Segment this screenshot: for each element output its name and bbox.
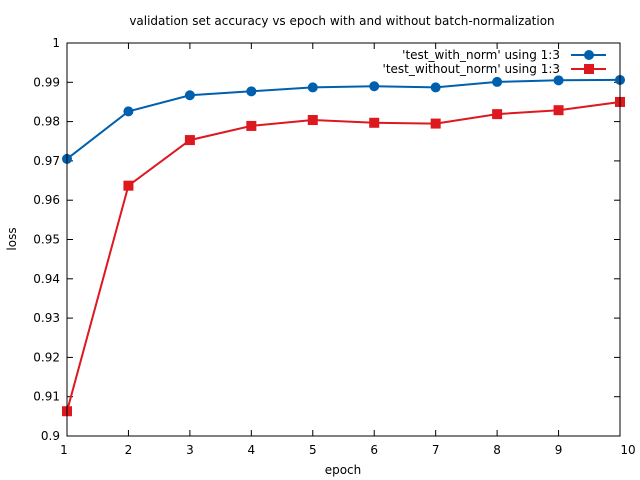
data-point xyxy=(430,82,441,93)
data-point xyxy=(369,81,380,92)
data-point xyxy=(307,82,318,93)
y-tick-label: 0.97 xyxy=(33,154,60,168)
data-point xyxy=(123,180,134,191)
legend-swatch-marker xyxy=(584,64,594,74)
data-point xyxy=(430,118,441,129)
x-tick-label: 6 xyxy=(370,443,378,457)
series-line xyxy=(66,101,621,412)
data-point xyxy=(246,86,257,97)
x-tick-label: 10 xyxy=(620,443,635,457)
chart-title: validation set accuracy vs epoch with an… xyxy=(129,14,554,28)
x-axis-label: epoch xyxy=(325,463,362,477)
data-point xyxy=(246,120,257,131)
data-point xyxy=(553,75,564,86)
x-tick-label: 8 xyxy=(493,443,501,457)
data-point xyxy=(492,109,503,120)
data-point xyxy=(553,105,564,116)
axis-ticks: 0.9 0.91 0.92 0.93 0.94 0.95 0.96 0.97 0.98 0.99 1… xyxy=(33,36,635,457)
y-tick-label: 0.98 xyxy=(33,115,60,129)
series-2 xyxy=(62,96,625,417)
x-tick-label: 5 xyxy=(309,443,317,457)
x-tick-label: 3 xyxy=(186,443,194,457)
data-point xyxy=(184,90,195,101)
x-tick-label: 1 xyxy=(60,443,68,457)
data-point xyxy=(307,115,318,126)
legend-label: 'test_with_norm' using 1:3 xyxy=(402,48,560,62)
y-tick-label: 0.99 xyxy=(33,75,60,89)
data-point xyxy=(184,135,195,146)
y-tick-label: 0.94 xyxy=(33,272,60,286)
y-tick-label: 0.93 xyxy=(33,311,60,325)
y-tick-label: 1 xyxy=(52,36,60,50)
data-point xyxy=(369,117,380,128)
y-tick-label: 0.91 xyxy=(33,390,60,404)
x-tick-label: 2 xyxy=(125,443,133,457)
y-tick-label: 0.92 xyxy=(33,350,60,364)
x-tick-label: 4 xyxy=(248,443,256,457)
x-tick-label: 7 xyxy=(432,443,440,457)
series-1 xyxy=(62,74,625,164)
data-point xyxy=(492,76,503,87)
legend-swatch-marker xyxy=(584,50,594,60)
plot-frame xyxy=(66,42,621,437)
y-tick-label: 0.9 xyxy=(41,429,60,443)
legend: 'test_with_norm' using 1:3'test_without_… xyxy=(383,48,606,76)
y-tick-label: 0.96 xyxy=(33,193,60,207)
y-tick-label: 0.95 xyxy=(33,233,60,247)
series-group xyxy=(62,74,625,417)
x-tick-label: 9 xyxy=(555,443,563,457)
legend-label: 'test_without_norm' using 1:3 xyxy=(383,62,560,76)
y-axis-label: loss xyxy=(5,227,19,250)
series-line xyxy=(66,78,621,160)
data-point xyxy=(123,106,134,117)
